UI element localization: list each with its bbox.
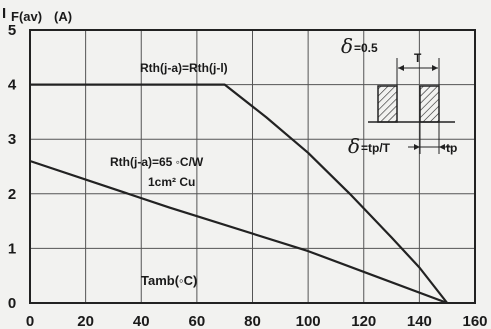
y-tick-label-0: 0 (8, 295, 16, 312)
series-1-line (30, 83, 449, 304)
delta-symbol-top: δ (341, 34, 353, 58)
x-tick-label-100: 100 (296, 313, 321, 329)
pulse-1 (377, 85, 398, 123)
tp-arrow-head-left (414, 144, 420, 150)
period-arrow-head-right (432, 65, 438, 71)
series-2-line (29, 159, 448, 305)
x-tick-label-120: 120 (351, 313, 376, 329)
y-axis-title-sub: F(av) (11, 9, 42, 24)
duty-formula-label: =tp/T (361, 141, 391, 155)
y-axis-title-unit: (A) (54, 9, 72, 24)
y-tick-label-5: 5 (8, 22, 16, 39)
x-tick-label-60: 60 (189, 313, 206, 329)
series-1-label: Rth(j-a)=Rth(j-l) (140, 61, 228, 75)
x-tick-label-160: 160 (462, 313, 487, 329)
series-2-label-line2: 1cm² Cu (148, 175, 195, 189)
series-2-label-line1: Rth(j-a)=65 ◦C/W (110, 155, 204, 169)
duty-cycle-inset: δ =0.5 T δ =tp/T tp (341, 34, 457, 158)
y-tick-label-4: 4 (8, 77, 17, 94)
delta-symbol-bottom: δ (348, 134, 360, 158)
x-tick-label-40: 40 (133, 313, 150, 329)
y-tick-labels: 0 1 2 3 4 5 (8, 22, 17, 312)
period-label: T (414, 51, 422, 65)
series-lines (29, 83, 449, 305)
period-arrow-head-left (398, 65, 404, 71)
y-tick-label-3: 3 (8, 131, 16, 148)
y-tick-label-2: 2 (8, 186, 16, 203)
tp-arrow-head-right (439, 144, 445, 150)
x-tick-label-20: 20 (77, 313, 94, 329)
x-tick-label-140: 140 (407, 313, 432, 329)
grid-lines (30, 30, 475, 303)
x-tick-labels: 0 20 40 60 80 100 120 140 160 (26, 313, 488, 329)
x-tick-label-0: 0 (26, 313, 34, 329)
duty-label: =0.5 (354, 41, 378, 55)
plot-frame (29, 29, 476, 304)
y-tick-label-1: 1 (8, 240, 16, 257)
y-axis-title-main: I (2, 5, 6, 22)
pulse-width-label: tp (446, 141, 457, 155)
x-tick-label-80: 80 (244, 313, 261, 329)
x-axis-title: Tamb(◦C) (141, 273, 197, 288)
pulse-2 (419, 85, 440, 123)
